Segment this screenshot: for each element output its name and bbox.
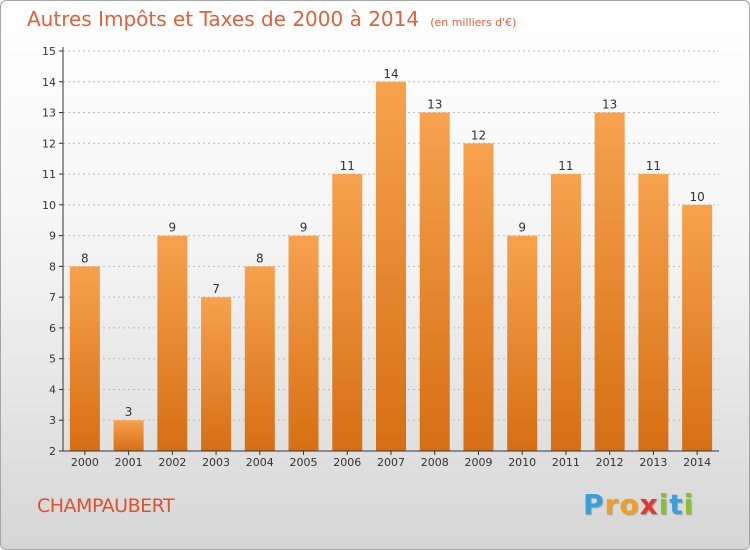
x-tick-label: 2012 xyxy=(596,456,624,469)
y-tick-label: 13 xyxy=(42,107,56,120)
y-tick-label: 12 xyxy=(42,137,56,150)
logo-letter: P xyxy=(583,488,605,521)
y-tick-label: 9 xyxy=(49,230,56,243)
title-row: Autres Impôts et Taxes de 2000 à 2014 (e… xyxy=(27,7,516,31)
x-tick-label: 2008 xyxy=(421,456,449,469)
x-tick-label: 2011 xyxy=(552,456,580,469)
x-tick-label: 2010 xyxy=(508,456,536,469)
bar-value-label: 3 xyxy=(125,405,133,419)
bar-value-label: 11 xyxy=(340,159,355,173)
bars xyxy=(69,81,713,452)
y-tick-label: 11 xyxy=(42,168,56,181)
bar xyxy=(550,174,581,452)
x-tick-label: 2006 xyxy=(333,456,361,469)
x-tick-label: 2005 xyxy=(290,456,318,469)
town-name: CHAMPAUBERT xyxy=(37,495,175,517)
bar-value-label: 14 xyxy=(383,67,398,81)
bar xyxy=(638,174,669,452)
proxiti-logo: Proxiti xyxy=(583,488,694,521)
bar-value-label: 12 xyxy=(471,128,486,142)
bar xyxy=(288,235,319,451)
x-tick-label: 2007 xyxy=(377,456,405,469)
bar-value-label: 9 xyxy=(300,221,308,235)
x-tick-label: 2001 xyxy=(115,456,143,469)
logo-letter: r xyxy=(604,488,620,521)
logo-letter: x xyxy=(639,488,659,521)
y-tick-label: 3 xyxy=(49,414,56,427)
bar xyxy=(332,174,363,452)
bar-value-label: 11 xyxy=(646,159,661,173)
bar xyxy=(594,112,625,452)
bar xyxy=(682,204,713,451)
bar xyxy=(244,266,275,451)
logo-letter: t xyxy=(669,488,684,521)
bar-value-label: 8 xyxy=(81,251,89,265)
bar-value-label: 7 xyxy=(212,282,220,296)
bar xyxy=(376,81,406,452)
bar xyxy=(201,297,232,451)
y-tick-label: 5 xyxy=(49,353,56,366)
logo-letter: i xyxy=(683,488,695,521)
y-tick-label: 10 xyxy=(42,199,56,212)
bar xyxy=(157,235,188,451)
axes xyxy=(59,47,719,455)
bar xyxy=(507,235,538,451)
y-tick-label: 7 xyxy=(49,291,56,304)
x-tick-label: 2003 xyxy=(202,456,230,469)
bar xyxy=(69,266,100,451)
logo-letter: o xyxy=(619,488,640,521)
y-tick-label: 6 xyxy=(49,322,56,335)
labels: 2 3 4 5 6 7 8 9 10 11 12 13 14 15 8 2000 3 2001 9 2002 7 2003… xyxy=(42,45,711,469)
y-tick-label: 2 xyxy=(49,445,56,458)
x-tick-label: 2004 xyxy=(246,456,274,469)
y-tick-label: 15 xyxy=(42,45,56,58)
x-tick-label: 2013 xyxy=(639,456,667,469)
logo-letter: i xyxy=(658,488,670,521)
x-tick-label: 2014 xyxy=(683,456,711,469)
bar xyxy=(463,143,494,452)
x-tick-label: 2002 xyxy=(158,456,186,469)
bar-value-label: 8 xyxy=(256,251,264,265)
bar xyxy=(419,112,450,452)
bar xyxy=(113,420,144,451)
bar-value-label: 13 xyxy=(427,98,442,112)
bar-value-label: 9 xyxy=(169,221,177,235)
chart-subtitle: (en milliers d'€) xyxy=(430,16,517,29)
x-tick-label: 2000 xyxy=(71,456,99,469)
bar-value-label: 13 xyxy=(602,98,617,112)
bar-value-label: 10 xyxy=(689,190,704,204)
chart-title: Autres Impôts et Taxes de 2000 à 2014 xyxy=(27,7,420,31)
bar-value-label: 11 xyxy=(558,159,573,173)
x-tick-label: 2009 xyxy=(464,456,492,469)
y-tick-label: 8 xyxy=(49,260,56,273)
y-tick-label: 14 xyxy=(42,76,56,89)
y-tick-label: 4 xyxy=(49,383,56,396)
bar-value-label: 9 xyxy=(518,221,526,235)
